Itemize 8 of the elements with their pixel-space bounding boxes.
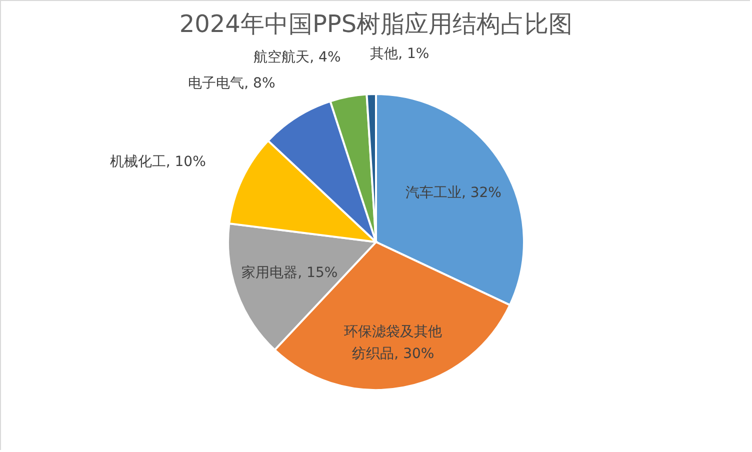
slice-label: 航空航天, 4%: [254, 49, 341, 66]
chart-title: 2024年中国PPS树脂应用结构占比图: [179, 10, 573, 38]
slice-label: 汽车工业, 32%: [405, 184, 502, 201]
slice-label: 电子电气, 8%: [188, 75, 276, 92]
slice-label: 其他, 1%: [370, 46, 430, 62]
slice-label: 环保滤袋及其他纺织品, 30%: [344, 324, 442, 362]
slice-label: 家用电器, 15%: [242, 265, 338, 282]
slice-label: 机械化工, 10%: [110, 154, 206, 170]
